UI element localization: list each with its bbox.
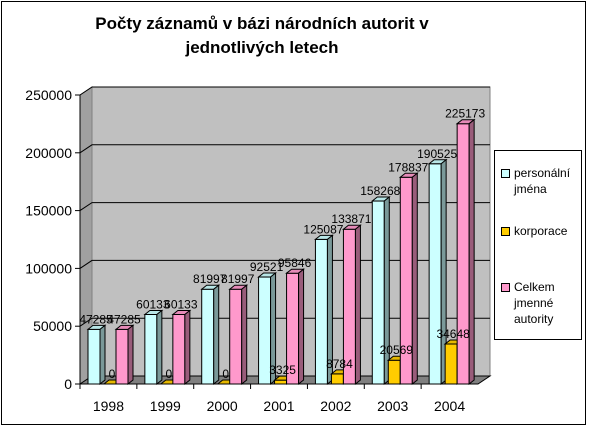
chart-title: Počty záznamů v bázi národních autorit v… xyxy=(95,14,429,57)
legend-label: Celkem jmenné autority xyxy=(514,280,555,326)
y-tick-label: 250000 xyxy=(25,87,72,103)
gridline xyxy=(79,202,490,212)
bar-0-2 xyxy=(200,284,221,386)
bar-front xyxy=(201,288,215,385)
data-label: 47285 xyxy=(107,312,141,326)
data-label: 92521 xyxy=(250,260,284,274)
bar-side xyxy=(468,118,475,386)
data-label: 178837 xyxy=(388,160,428,174)
bar-2-2 xyxy=(228,284,249,386)
bar-side xyxy=(354,224,361,386)
data-label: 190525 xyxy=(417,147,457,161)
x-tick-label: 2003 xyxy=(377,398,408,414)
data-label: 3325 xyxy=(269,363,296,377)
bar-2-5 xyxy=(398,172,419,386)
bar-front xyxy=(172,313,186,385)
y-tick-label: 150000 xyxy=(25,203,72,219)
bar-front xyxy=(456,123,470,385)
data-label: 0 xyxy=(109,367,116,381)
data-label: 225173 xyxy=(445,107,485,121)
data-label: 158268 xyxy=(360,184,400,198)
bar-front xyxy=(387,359,401,385)
legend-label: personální jména xyxy=(514,166,571,196)
data-label: 125087 xyxy=(303,222,343,236)
data-label: 34648 xyxy=(436,327,470,341)
bar-2-3 xyxy=(285,268,305,386)
data-label: 47285 xyxy=(79,312,113,326)
legend-swatch xyxy=(501,169,510,178)
y-tick-label: 0 xyxy=(64,376,72,392)
y-tick-label: 50000 xyxy=(33,318,72,334)
data-label: 81997 xyxy=(193,272,227,286)
data-label: 81997 xyxy=(221,272,255,286)
y-tick-label: 100000 xyxy=(25,260,72,276)
bar-front xyxy=(274,379,288,385)
x-tick-label: 2000 xyxy=(207,398,238,414)
data-label: 95846 xyxy=(278,256,312,270)
data-label: 60133 xyxy=(136,297,170,311)
gridline xyxy=(79,144,490,154)
bar-2-6 xyxy=(455,118,476,386)
bar-0-4 xyxy=(314,234,334,386)
bar-2-4 xyxy=(342,224,362,386)
gridline xyxy=(79,86,490,96)
bar-side xyxy=(298,268,305,386)
bar-front xyxy=(444,343,458,385)
bar-side xyxy=(213,284,220,386)
bar-0-1 xyxy=(143,309,164,386)
data-label: 8784 xyxy=(326,357,353,371)
bar-side xyxy=(156,309,163,386)
legend: personální jména korporace Celkem jmenné a… xyxy=(494,150,582,340)
bar-0-0 xyxy=(86,324,107,386)
bar-side xyxy=(184,309,191,386)
bar-front xyxy=(330,373,344,385)
data-label: 60133 xyxy=(164,297,198,311)
data-label: 133871 xyxy=(331,212,371,226)
bar-2-1 xyxy=(171,309,192,386)
data-label: 0 xyxy=(166,367,173,381)
bar-front xyxy=(115,328,129,385)
bar-side xyxy=(127,324,134,386)
data-label: 0 xyxy=(222,367,229,381)
x-tick-label: 2001 xyxy=(263,398,294,414)
x-tick-label: 2004 xyxy=(434,398,465,414)
bar-0-6 xyxy=(427,158,448,386)
x-tick-label: 1998 xyxy=(93,398,124,414)
bar-side xyxy=(411,172,418,386)
legend-swatch xyxy=(501,283,510,292)
bar-front xyxy=(229,288,243,385)
bar-front xyxy=(428,163,442,385)
bar-side xyxy=(99,324,106,386)
x-tick-label: 1999 xyxy=(150,398,181,414)
data-label: 20569 xyxy=(380,343,414,357)
y-tick-label: 200000 xyxy=(25,145,72,161)
bar-side xyxy=(241,284,248,386)
legend-swatch xyxy=(501,227,510,236)
bar-front xyxy=(144,313,158,385)
legend-label: korporace xyxy=(514,224,568,238)
x-tick-label: 2002 xyxy=(320,398,351,414)
bar-2-0 xyxy=(114,324,135,386)
bar-front xyxy=(87,328,101,385)
